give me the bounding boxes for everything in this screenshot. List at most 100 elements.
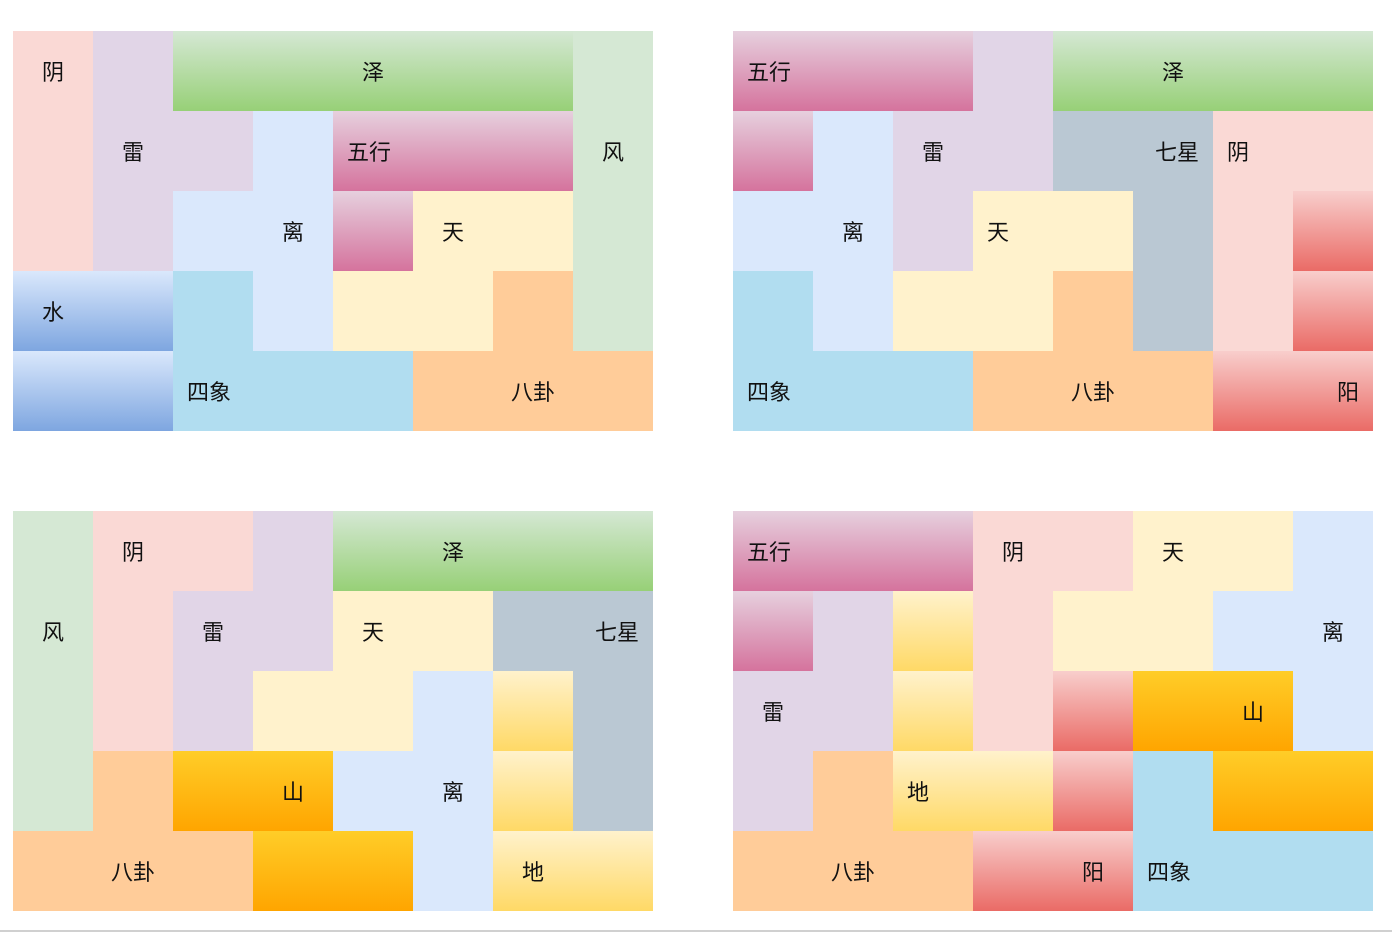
grid-cell-skyblue xyxy=(173,271,253,351)
grid-cell-pink xyxy=(173,511,253,591)
grid-cell-magenta xyxy=(893,31,973,111)
grid-cell-red xyxy=(1293,271,1373,351)
grid-cell-peach xyxy=(413,351,493,431)
grid-cell-peach xyxy=(93,831,173,911)
grid-cell-cream xyxy=(413,591,493,671)
grid-cell-yellow xyxy=(973,751,1053,831)
grid-cell-yellow xyxy=(493,751,573,831)
grid-cell-cream xyxy=(973,191,1053,271)
grid-cell-lavender xyxy=(813,591,893,671)
grid-cell-red xyxy=(1053,671,1133,751)
grid-cell-blue xyxy=(13,351,93,431)
grid-cell-orange xyxy=(1133,671,1213,751)
grid-cell-skyblue xyxy=(893,351,973,431)
grid-cell-peach xyxy=(1053,271,1133,351)
grid-cell-peach xyxy=(813,751,893,831)
grid-cell-skyblue xyxy=(1133,751,1213,831)
grid-cell-yellow xyxy=(893,591,973,671)
grid-cell-peach xyxy=(1053,351,1133,431)
grid-cell-lavender xyxy=(893,191,973,271)
grid-cell-lavender xyxy=(173,591,253,671)
grid-cell-cream xyxy=(1133,511,1213,591)
grid-cell-pink xyxy=(13,31,93,111)
grid-cell-lavender xyxy=(973,31,1053,111)
grid-cell-green xyxy=(333,31,413,111)
grid-cell-cream xyxy=(893,271,973,351)
grid-cell-red xyxy=(1293,191,1373,271)
grid-cell-pink xyxy=(13,111,93,191)
grid-cell-magenta xyxy=(733,111,813,191)
grid-cell-slate xyxy=(573,671,653,751)
grid-cell-green xyxy=(413,511,493,591)
grid-cell-blue xyxy=(93,271,173,351)
grid-cell-green xyxy=(1293,31,1373,111)
grid-cell-green xyxy=(413,31,493,111)
grid-cell-yellow xyxy=(893,671,973,751)
grid-cell-lavender xyxy=(733,751,813,831)
grid-cell-slate xyxy=(573,591,653,671)
grid-cell-lightblue xyxy=(813,271,893,351)
grid-cell-red xyxy=(1213,351,1293,431)
grid-cell-green xyxy=(493,31,573,111)
grid-cell-mint xyxy=(13,751,93,831)
grid-cell-cream xyxy=(253,671,333,751)
grid-cell-skyblue xyxy=(733,271,813,351)
grid-cell-cream xyxy=(413,191,493,271)
grid-cell-lightblue xyxy=(1293,511,1373,591)
grid-cell-orange xyxy=(333,831,413,911)
grid-cell-skyblue xyxy=(253,351,333,431)
grid-cell-peach xyxy=(493,271,573,351)
grid-cell-pink xyxy=(973,511,1053,591)
grid-cell-cream xyxy=(413,271,493,351)
grid-cell-lavender xyxy=(973,111,1053,191)
grid-cell-lavender xyxy=(93,191,173,271)
grid-cell-lightblue xyxy=(253,271,333,351)
grid-cell-cream xyxy=(493,191,573,271)
grid-cell-yellow xyxy=(493,831,573,911)
grid-cell-green xyxy=(173,31,253,111)
grid-cell-pink xyxy=(973,591,1053,671)
grid-cell-pink xyxy=(93,671,173,751)
grid-cell-lightblue xyxy=(413,831,493,911)
grid-cell-orange xyxy=(1213,671,1293,751)
grid-cell-magenta xyxy=(813,31,893,111)
puzzle-board-3: 阴泽风雷天七星山离八卦地 xyxy=(13,511,653,911)
grid-cell-lavender xyxy=(813,671,893,751)
grid-cell-yellow xyxy=(893,751,973,831)
grid-cell-mint xyxy=(13,511,93,591)
grid-cell-peach xyxy=(1133,351,1213,431)
grid-cell-slate xyxy=(1133,191,1213,271)
grid-cell-cream xyxy=(333,671,413,751)
grid-cell-green xyxy=(1213,31,1293,111)
grid-cell-lavender xyxy=(893,111,973,191)
grid-cell-mint xyxy=(573,191,653,271)
grid-cell-red xyxy=(973,831,1053,911)
grid-cell-yellow xyxy=(573,831,653,911)
grid-cell-mint xyxy=(573,111,653,191)
grid-cell-red xyxy=(1053,751,1133,831)
grid-cell-slate xyxy=(1133,271,1213,351)
grid-cell-green xyxy=(253,31,333,111)
grid-cell-lightblue xyxy=(733,191,813,271)
grid-cell-blue xyxy=(13,271,93,351)
grid-cell-peach xyxy=(973,351,1053,431)
grid-cell-orange xyxy=(253,831,333,911)
puzzle-board-2: 五行泽雷七星阴离天四象 八卦阳 xyxy=(733,31,1373,431)
grid-cell-lightblue xyxy=(253,111,333,191)
grid-cell-green xyxy=(493,511,573,591)
grid-cell-lightblue xyxy=(253,191,333,271)
grid-cell-skyblue xyxy=(1133,831,1213,911)
grid-cell-pink xyxy=(1213,271,1293,351)
grid-cell-magenta xyxy=(733,591,813,671)
grid-cell-skyblue xyxy=(733,351,813,431)
grid-cell-pink xyxy=(1213,111,1293,191)
grid-cell-lavender xyxy=(733,671,813,751)
grid-cell-lightblue xyxy=(813,191,893,271)
grid-cell-orange xyxy=(253,751,333,831)
grid-cell-peach xyxy=(93,751,173,831)
grid-cell-skyblue xyxy=(173,351,253,431)
grid-cell-slate xyxy=(1053,111,1133,191)
grid-cell-lavender xyxy=(253,591,333,671)
grid-cell-lightblue xyxy=(1293,671,1373,751)
grid-cell-red xyxy=(1053,831,1133,911)
